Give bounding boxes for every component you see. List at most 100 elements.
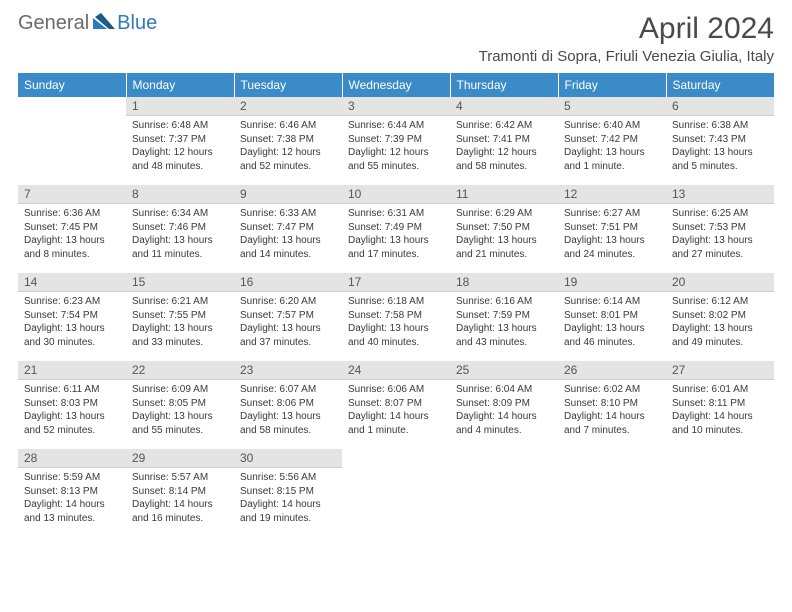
day-number: 14 [18, 273, 126, 292]
day-content: Sunrise: 6:12 AMSunset: 8:02 PMDaylight:… [666, 292, 774, 355]
day-number: 28 [18, 449, 126, 468]
day-line-d1: Daylight: 13 hours [240, 410, 336, 424]
day-line-d1: Daylight: 13 hours [240, 322, 336, 336]
day-line-d2: and 52 minutes. [240, 160, 336, 174]
day-content: Sunrise: 6:42 AMSunset: 7:41 PMDaylight:… [450, 116, 558, 179]
day-content: Sunrise: 6:21 AMSunset: 7:55 PMDaylight:… [126, 292, 234, 355]
day-content: Sunrise: 5:59 AMSunset: 8:13 PMDaylight:… [18, 468, 126, 531]
day-number: 24 [342, 361, 450, 380]
day-line-sr: Sunrise: 6:48 AM [132, 119, 228, 133]
day-number: 29 [126, 449, 234, 468]
day-line-ss: Sunset: 7:57 PM [240, 309, 336, 323]
day-line-d1: Daylight: 12 hours [456, 146, 552, 160]
calendar-row: 7Sunrise: 6:36 AMSunset: 7:45 PMDaylight… [18, 185, 774, 273]
calendar-cell: 23Sunrise: 6:07 AMSunset: 8:06 PMDayligh… [234, 361, 342, 449]
day-line-ss: Sunset: 7:53 PM [672, 221, 768, 235]
day-number: 19 [558, 273, 666, 292]
day-number: 8 [126, 185, 234, 204]
day-line-ss: Sunset: 7:47 PM [240, 221, 336, 235]
calendar-cell: 19Sunrise: 6:14 AMSunset: 8:01 PMDayligh… [558, 273, 666, 361]
day-line-sr: Sunrise: 6:18 AM [348, 295, 444, 309]
day-line-ss: Sunset: 7:55 PM [132, 309, 228, 323]
calendar-cell: 7Sunrise: 6:36 AMSunset: 7:45 PMDaylight… [18, 185, 126, 273]
day-line-d2: and 13 minutes. [24, 512, 120, 526]
day-content: Sunrise: 6:07 AMSunset: 8:06 PMDaylight:… [234, 380, 342, 443]
calendar-cell [450, 449, 558, 537]
location-subtitle: Tramonti di Sopra, Friuli Venezia Giulia… [479, 48, 774, 65]
calendar-cell: 16Sunrise: 6:20 AMSunset: 7:57 PMDayligh… [234, 273, 342, 361]
day-content: Sunrise: 6:06 AMSunset: 8:07 PMDaylight:… [342, 380, 450, 443]
day-line-ss: Sunset: 7:42 PM [564, 133, 660, 147]
day-content: Sunrise: 6:09 AMSunset: 8:05 PMDaylight:… [126, 380, 234, 443]
day-line-sr: Sunrise: 6:12 AM [672, 295, 768, 309]
day-line-sr: Sunrise: 6:02 AM [564, 383, 660, 397]
day-line-ss: Sunset: 8:15 PM [240, 485, 336, 499]
day-line-ss: Sunset: 7:41 PM [456, 133, 552, 147]
day-number: 4 [450, 97, 558, 116]
day-line-sr: Sunrise: 6:33 AM [240, 207, 336, 221]
day-line-d2: and 43 minutes. [456, 336, 552, 350]
calendar-cell: 9Sunrise: 6:33 AMSunset: 7:47 PMDaylight… [234, 185, 342, 273]
day-line-ss: Sunset: 8:01 PM [564, 309, 660, 323]
day-line-sr: Sunrise: 6:09 AM [132, 383, 228, 397]
day-content: Sunrise: 6:01 AMSunset: 8:11 PMDaylight:… [666, 380, 774, 443]
day-number: 26 [558, 361, 666, 380]
day-line-d2: and 17 minutes. [348, 248, 444, 262]
day-content: Sunrise: 6:38 AMSunset: 7:43 PMDaylight:… [666, 116, 774, 179]
day-line-d1: Daylight: 14 hours [672, 410, 768, 424]
day-number: 12 [558, 185, 666, 204]
day-number: 22 [126, 361, 234, 380]
day-content: Sunrise: 6:04 AMSunset: 8:09 PMDaylight:… [450, 380, 558, 443]
day-line-d2: and 48 minutes. [132, 160, 228, 174]
day-content: Sunrise: 6:02 AMSunset: 8:10 PMDaylight:… [558, 380, 666, 443]
day-content: Sunrise: 6:48 AMSunset: 7:37 PMDaylight:… [126, 116, 234, 179]
calendar-cell [666, 449, 774, 537]
day-line-ss: Sunset: 8:13 PM [24, 485, 120, 499]
day-line-d2: and 1 minute. [348, 424, 444, 438]
calendar-cell [558, 449, 666, 537]
day-line-d1: Daylight: 13 hours [672, 146, 768, 160]
day-line-d2: and 8 minutes. [24, 248, 120, 262]
day-line-d1: Daylight: 14 hours [24, 498, 120, 512]
day-line-ss: Sunset: 7:43 PM [672, 133, 768, 147]
calendar-cell: 25Sunrise: 6:04 AMSunset: 8:09 PMDayligh… [450, 361, 558, 449]
day-header: Thursday [450, 73, 558, 97]
calendar-cell: 20Sunrise: 6:12 AMSunset: 8:02 PMDayligh… [666, 273, 774, 361]
day-line-ss: Sunset: 8:06 PM [240, 397, 336, 411]
day-line-d2: and 27 minutes. [672, 248, 768, 262]
day-line-d2: and 37 minutes. [240, 336, 336, 350]
calendar-cell: 1Sunrise: 6:48 AMSunset: 7:37 PMDaylight… [126, 97, 234, 185]
day-line-d2: and 52 minutes. [24, 424, 120, 438]
day-line-ss: Sunset: 7:39 PM [348, 133, 444, 147]
calendar-cell: 3Sunrise: 6:44 AMSunset: 7:39 PMDaylight… [342, 97, 450, 185]
day-line-ss: Sunset: 8:03 PM [24, 397, 120, 411]
day-line-sr: Sunrise: 6:46 AM [240, 119, 336, 133]
day-line-ss: Sunset: 7:37 PM [132, 133, 228, 147]
day-line-d1: Daylight: 13 hours [24, 322, 120, 336]
calendar-cell: 14Sunrise: 6:23 AMSunset: 7:54 PMDayligh… [18, 273, 126, 361]
day-header: Sunday [18, 73, 126, 97]
day-number: 16 [234, 273, 342, 292]
calendar-cell: 13Sunrise: 6:25 AMSunset: 7:53 PMDayligh… [666, 185, 774, 273]
day-content: Sunrise: 6:44 AMSunset: 7:39 PMDaylight:… [342, 116, 450, 179]
day-number: 20 [666, 273, 774, 292]
day-line-d1: Daylight: 12 hours [348, 146, 444, 160]
calendar-cell: 21Sunrise: 6:11 AMSunset: 8:03 PMDayligh… [18, 361, 126, 449]
day-line-d2: and 4 minutes. [456, 424, 552, 438]
day-line-ss: Sunset: 7:59 PM [456, 309, 552, 323]
day-line-d1: Daylight: 13 hours [24, 234, 120, 248]
day-content: Sunrise: 6:33 AMSunset: 7:47 PMDaylight:… [234, 204, 342, 267]
day-line-d1: Daylight: 12 hours [240, 146, 336, 160]
calendar-cell: 12Sunrise: 6:27 AMSunset: 7:51 PMDayligh… [558, 185, 666, 273]
day-line-d2: and 24 minutes. [564, 248, 660, 262]
logo-text-blue: Blue [117, 12, 157, 35]
day-number: 5 [558, 97, 666, 116]
logo-text-general: General [18, 12, 89, 35]
day-line-sr: Sunrise: 6:16 AM [456, 295, 552, 309]
day-content: Sunrise: 6:34 AMSunset: 7:46 PMDaylight:… [126, 204, 234, 267]
day-number: 9 [234, 185, 342, 204]
day-line-ss: Sunset: 8:14 PM [132, 485, 228, 499]
day-line-ss: Sunset: 7:54 PM [24, 309, 120, 323]
day-line-d1: Daylight: 14 hours [240, 498, 336, 512]
day-content: Sunrise: 6:18 AMSunset: 7:58 PMDaylight:… [342, 292, 450, 355]
